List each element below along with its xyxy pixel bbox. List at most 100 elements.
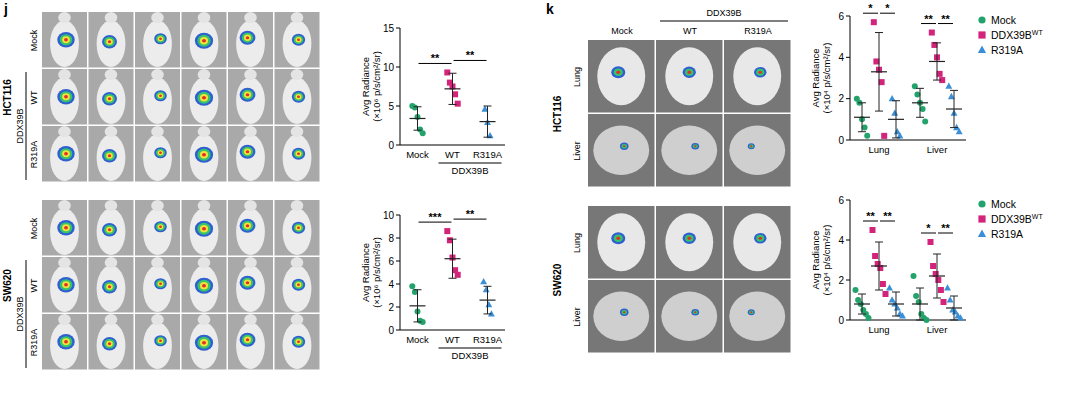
image-bg <box>89 69 134 125</box>
x-tick-label: R319A <box>473 334 503 345</box>
signal <box>292 34 305 46</box>
mouse-head <box>291 12 304 23</box>
panel-label: j <box>3 1 8 17</box>
y-tick-label: 0 <box>388 140 394 151</box>
image-bg <box>89 257 134 313</box>
legend-text: R319A <box>991 228 1023 240</box>
signal <box>104 37 115 47</box>
x-axis <box>400 145 505 146</box>
y-tick <box>396 330 400 331</box>
legend-label: R319A <box>991 44 1023 56</box>
mouse-body <box>283 265 312 312</box>
image-bg <box>724 40 791 113</box>
group-line <box>439 348 502 349</box>
legend-marker <box>978 215 985 222</box>
signal <box>616 236 620 240</box>
signal <box>244 149 251 155</box>
group-line <box>26 260 27 368</box>
x-tick-label: Liver <box>927 324 948 335</box>
organ-image <box>588 206 655 279</box>
signal <box>694 311 696 313</box>
data-point <box>488 310 495 316</box>
y-tick-label: 2 <box>838 93 844 104</box>
signal <box>195 33 213 49</box>
y-tick <box>396 261 400 262</box>
error-bar <box>858 103 866 132</box>
mouse-image <box>275 314 320 370</box>
error-bar <box>916 88 924 117</box>
mouse-head <box>58 126 71 137</box>
signal <box>297 340 300 343</box>
mouse-body <box>97 20 126 67</box>
organ-image <box>724 40 791 113</box>
signal <box>158 36 164 41</box>
mouse-image <box>228 69 273 125</box>
signal <box>240 145 256 159</box>
y-tick-label: 4 <box>838 52 844 63</box>
signal <box>294 280 304 289</box>
data-point <box>957 314 964 320</box>
signal <box>240 31 256 45</box>
signal <box>242 221 253 231</box>
error-bar <box>916 288 924 320</box>
y-tick-label: 2 <box>838 275 844 286</box>
organ <box>729 292 785 341</box>
mouse-head <box>198 200 211 211</box>
mouse-head <box>244 12 257 23</box>
mouse-image <box>228 257 273 313</box>
mouse-image <box>42 200 87 256</box>
image-bg <box>275 126 320 182</box>
image-bg <box>135 126 180 182</box>
significance-label: ** <box>466 49 475 61</box>
data-point <box>956 128 963 134</box>
signal <box>244 92 251 98</box>
y-tick <box>846 200 850 201</box>
signal <box>242 33 253 43</box>
mouse-body <box>143 77 172 124</box>
legend-label: DDX39BWT <box>991 29 1043 41</box>
signal <box>683 67 696 78</box>
signal <box>240 88 256 102</box>
error-bar <box>449 73 457 104</box>
y-axis-label: (×10⁶ p/s/cm²/sr) <box>371 51 382 122</box>
data-point <box>420 130 426 136</box>
data-point <box>444 228 450 234</box>
legend-text: DDX39B <box>991 29 1032 41</box>
organ-image <box>724 280 791 353</box>
signal <box>197 149 210 161</box>
signal <box>57 146 74 161</box>
chart: 0246Avg Radiance(×10⁴ p/s/cm²/sr)LungLiv… <box>810 2 1043 155</box>
signal <box>62 93 70 100</box>
mouse-head <box>291 314 304 325</box>
organ <box>729 126 785 175</box>
y-tick <box>846 240 850 241</box>
mouse-body <box>283 134 312 181</box>
signal <box>611 232 625 244</box>
signal <box>102 92 117 105</box>
y-axis <box>400 215 401 330</box>
signal <box>620 309 629 316</box>
signal <box>108 97 111 100</box>
mouse-head <box>291 69 304 80</box>
signal <box>292 336 305 348</box>
signal <box>156 149 165 157</box>
mouse-image <box>228 126 273 182</box>
mouse-image <box>275 12 320 68</box>
legend-label: Mock <box>991 198 1017 210</box>
image-bg <box>724 280 791 353</box>
signal <box>156 92 165 100</box>
plot-area <box>409 69 495 138</box>
mouse-body <box>236 77 265 124</box>
legend-superscript: WT <box>1032 29 1044 36</box>
legend-marker <box>978 16 985 23</box>
mouse-head <box>105 314 118 325</box>
organ-image <box>724 114 791 187</box>
data-point <box>924 317 930 323</box>
y-tick <box>846 57 850 58</box>
signal <box>60 222 73 233</box>
x-tick-label: Mock <box>406 334 429 345</box>
data-point <box>938 287 944 293</box>
x-group-label: DDX39B <box>452 350 489 361</box>
data-point <box>944 284 951 290</box>
y-tick-label: 2 <box>388 302 394 313</box>
